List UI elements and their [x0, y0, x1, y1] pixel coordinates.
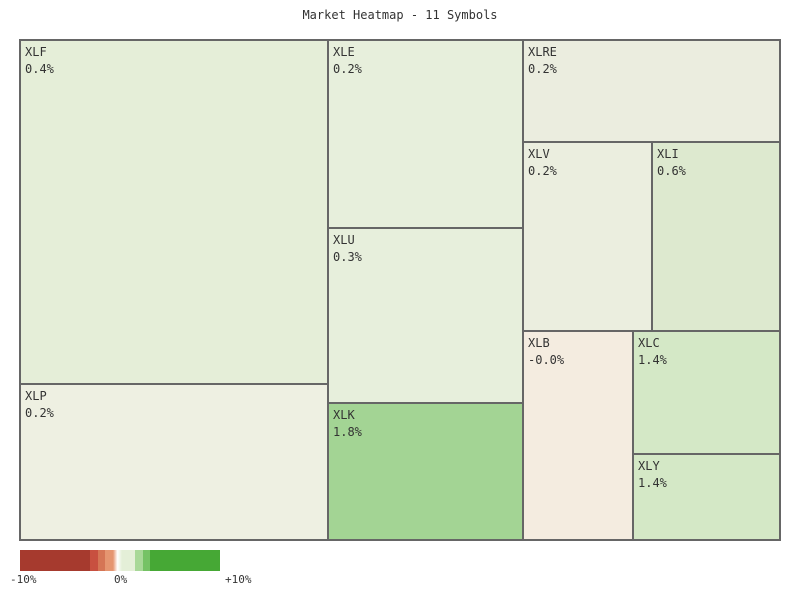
tile-symbol: XLE — [333, 45, 355, 59]
tile-change: 1.8% — [333, 425, 362, 439]
tile-change: 1.4% — [638, 476, 667, 490]
legend-tick-label: -10% — [10, 573, 37, 586]
legend-tick-label: 0% — [114, 573, 128, 586]
legend-swatch — [150, 550, 220, 571]
legend-swatch — [20, 550, 90, 571]
chart-title: Market Heatmap - 11 Symbols — [302, 8, 498, 22]
tile-symbol: XLI — [657, 147, 679, 161]
tile-symbol: XLY — [638, 459, 660, 473]
tile-xlf[interactable]: XLF 0.4% — [19, 39, 329, 385]
legend-tick-label: +10% — [225, 573, 252, 586]
tile-symbol: XLB — [528, 336, 550, 350]
tile-change: 0.4% — [25, 62, 54, 76]
tile-change: 0.2% — [25, 406, 54, 420]
legend-swatch — [143, 550, 150, 571]
tile-change: -0.0% — [528, 353, 565, 367]
legend-swatch — [135, 550, 143, 571]
legend-swatch — [105, 550, 113, 571]
tile-xly[interactable]: XLY 1.4% — [632, 453, 781, 541]
tile-xlb[interactable]: XLB -0.0% — [522, 330, 634, 541]
tile-xlu[interactable]: XLU 0.3% — [327, 227, 524, 404]
tile-symbol: XLRE — [528, 45, 557, 59]
tile-change: 0.2% — [528, 164, 557, 178]
tile-xlp[interactable]: XLP 0.2% — [19, 383, 329, 541]
tile-change: 1.4% — [638, 353, 667, 367]
tile-change: 0.2% — [528, 62, 557, 76]
legend-swatch — [122, 550, 135, 571]
tile-change: 0.3% — [333, 250, 362, 264]
tile-xlre[interactable]: XLRE 0.2% — [522, 39, 781, 143]
legend-swatch — [113, 550, 122, 571]
tile-symbol: XLV — [528, 147, 550, 161]
tile-xlk[interactable]: XLK 1.8% — [327, 402, 524, 541]
tile-symbol: XLP — [25, 389, 47, 403]
tile-xlv[interactable]: XLV 0.2% — [522, 141, 653, 332]
tile-symbol: XLC — [638, 336, 660, 350]
tile-xle[interactable]: XLE 0.2% — [327, 39, 524, 229]
tile-change: 0.2% — [333, 62, 362, 76]
legend-swatch — [90, 550, 98, 571]
tile-symbol: XLK — [333, 408, 355, 422]
tile-symbol: XLU — [333, 233, 355, 247]
tile-symbol: XLF — [25, 45, 47, 59]
tile-xli[interactable]: XLI 0.6% — [651, 141, 781, 332]
tile-change: 0.6% — [657, 164, 686, 178]
legend-swatch — [98, 550, 105, 571]
tile-xlc[interactable]: XLC 1.4% — [632, 330, 781, 455]
